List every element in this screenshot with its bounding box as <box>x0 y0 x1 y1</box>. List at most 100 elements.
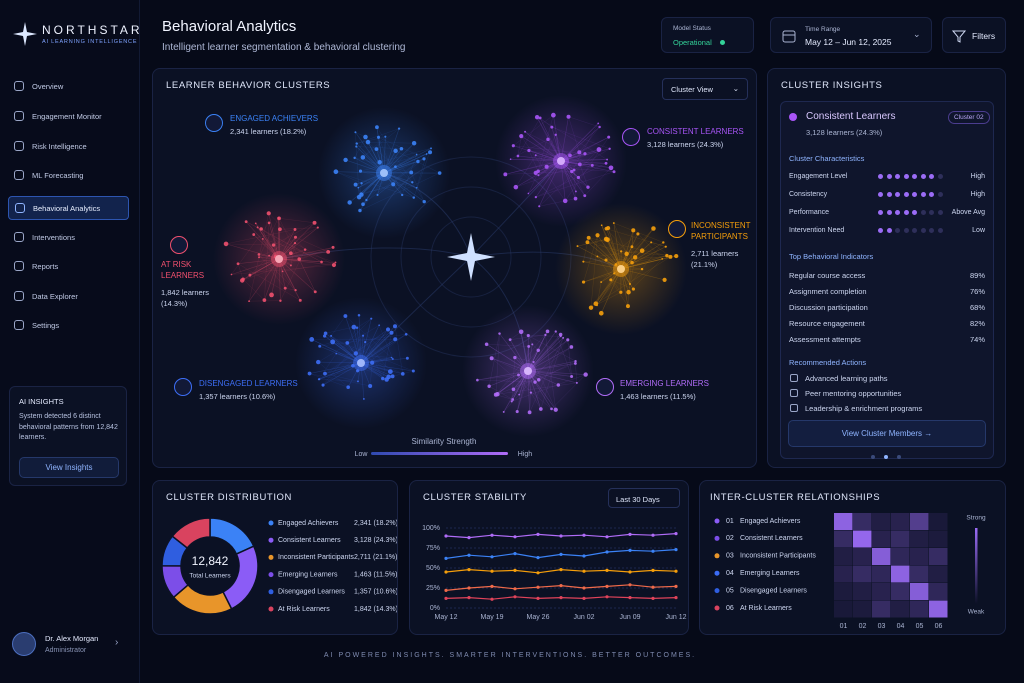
filters-label: Filters <box>972 31 996 41</box>
heatmap-cell <box>872 530 891 548</box>
node <box>358 208 362 213</box>
series-point <box>582 554 586 558</box>
node <box>527 148 531 153</box>
dot <box>903 192 909 197</box>
dot <box>903 228 909 233</box>
edge <box>527 346 572 372</box>
dot <box>895 174 900 179</box>
node <box>405 356 409 360</box>
edge <box>539 149 600 207</box>
time-range[interactable]: Time Range May 12 – Jun 12, 2025 ⌄ <box>770 17 932 53</box>
level-dots <box>878 174 948 180</box>
node <box>524 130 527 133</box>
node <box>562 198 568 204</box>
dot <box>920 192 926 197</box>
edge <box>231 258 280 275</box>
colorbar <box>975 528 978 604</box>
node <box>365 198 368 202</box>
view-members-button[interactable]: View Cluster Members → <box>788 420 986 447</box>
line-chart: 0% 25% 50% 75% 100% May 12 May 19 May 26 Jun 02 J… <box>422 525 687 621</box>
legend-label: Inconsistent Participants <box>278 554 354 561</box>
node <box>583 194 587 198</box>
dot <box>895 192 900 197</box>
action-icon <box>790 374 798 382</box>
edge <box>605 233 639 261</box>
node <box>365 139 371 145</box>
logo-icon <box>13 22 37 46</box>
edge <box>527 337 564 372</box>
node <box>363 134 368 140</box>
series-point <box>467 568 471 572</box>
series-point <box>444 570 448 574</box>
nav-item[interactable]: ML Forecasting <box>8 164 129 188</box>
user-role: Administrator <box>45 647 87 654</box>
dot <box>878 192 883 197</box>
series-point <box>582 533 586 537</box>
cluster-view-dropdown[interactable]: Cluster View ⌄ <box>662 78 748 100</box>
node <box>596 255 599 258</box>
filters-button[interactable]: Filters <box>942 17 1006 53</box>
ai-insights-title: AI INSIGHTS <box>19 397 64 406</box>
edge <box>279 227 318 230</box>
nav-item[interactable]: Overview <box>8 75 129 99</box>
nav-item[interactable]: Engagement Monitor <box>8 105 129 129</box>
node <box>630 260 634 265</box>
nav-item[interactable]: Data Explorer <box>8 285 129 309</box>
series-point <box>513 595 517 599</box>
edge <box>401 154 417 196</box>
row-label: Consistent Learners <box>740 535 803 542</box>
node <box>595 233 600 238</box>
edge <box>278 227 318 260</box>
edge <box>258 254 286 289</box>
node <box>515 410 519 414</box>
edge <box>515 155 536 188</box>
nav-item[interactable]: Settings <box>8 314 129 338</box>
series-point <box>513 587 517 591</box>
edge <box>528 335 533 345</box>
node <box>236 262 240 266</box>
node <box>596 304 598 307</box>
value-label: 1,463 (11.5%) <box>354 571 397 578</box>
chevron: ⌄ <box>913 29 921 39</box>
node <box>534 154 537 157</box>
node <box>572 168 576 172</box>
cluster-name: AT RISK LEARNERS <box>161 260 205 280</box>
period-dropdown[interactable]: Last 30 Days <box>608 488 680 508</box>
node <box>307 371 312 376</box>
node <box>357 314 361 317</box>
edge <box>355 341 366 354</box>
core-halo <box>553 153 569 169</box>
edge <box>360 153 427 172</box>
edge <box>377 152 431 196</box>
view-insights-button[interactable]: View Insights <box>19 457 119 478</box>
legend-dot <box>714 518 720 524</box>
node <box>513 184 519 190</box>
nav-item[interactable]: Reports <box>8 255 129 279</box>
cluster-count: 3,128 learners (24.3%) <box>647 140 724 149</box>
node <box>545 329 550 334</box>
edge <box>258 227 318 258</box>
edge <box>345 315 362 364</box>
nav-item[interactable]: Behavioral Analytics <box>8 196 129 220</box>
series-point <box>490 569 494 573</box>
user-card[interactable]: Dr. Alex Morgan Administrator › <box>9 628 127 664</box>
edge <box>597 256 622 293</box>
edge <box>528 335 561 337</box>
series-point <box>490 533 494 537</box>
node <box>553 407 558 412</box>
edge <box>613 222 627 254</box>
nav-item[interactable]: Interventions <box>8 226 129 250</box>
cluster-name: ENGAGED ACHIEVERS <box>230 114 319 123</box>
node <box>385 327 391 332</box>
node <box>303 248 307 251</box>
level-dots <box>878 228 948 234</box>
node <box>425 153 428 155</box>
node <box>241 277 245 281</box>
x-tick-label: 02 <box>859 623 867 630</box>
node <box>357 380 359 383</box>
legend-title: Similarity Strength <box>412 437 477 446</box>
node <box>600 224 603 227</box>
node <box>516 154 520 158</box>
nav-item[interactable]: Risk Intelligence <box>8 135 129 159</box>
node <box>330 334 333 337</box>
